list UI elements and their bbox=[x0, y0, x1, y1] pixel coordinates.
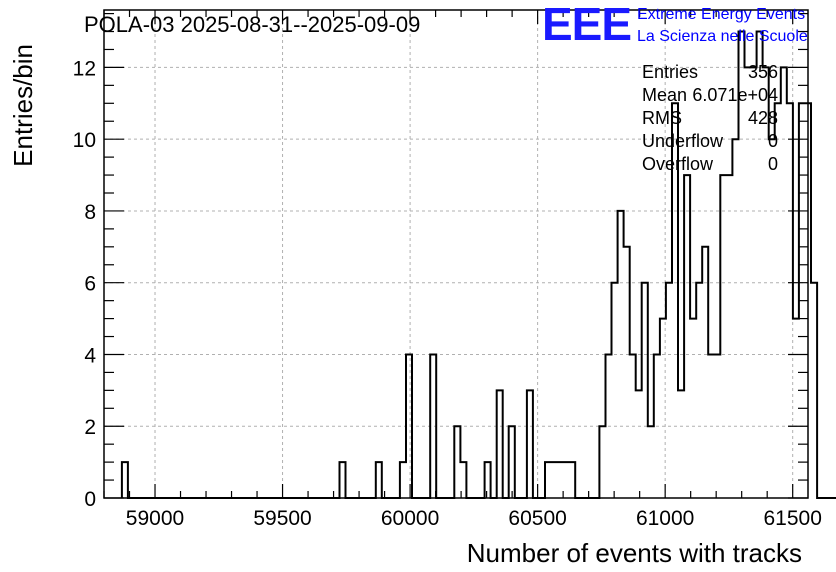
plot-frame bbox=[103, 9, 809, 499]
y-tick-label: 4 bbox=[84, 344, 96, 367]
histogram-bin bbox=[648, 426, 654, 498]
histogram-bin bbox=[726, 175, 732, 498]
stat-rms-label: RMS bbox=[642, 108, 682, 128]
x-tick-label: 59500 bbox=[253, 507, 311, 530]
y-tick-label: 10 bbox=[73, 129, 96, 152]
histogram-bin bbox=[678, 390, 684, 498]
x-tick-label: 61000 bbox=[636, 507, 694, 530]
y-tick-label: 8 bbox=[84, 201, 96, 224]
histogram-bin bbox=[557, 462, 563, 498]
histogram-bin bbox=[636, 390, 642, 498]
eee-logo-mark: EEE bbox=[542, 0, 631, 50]
x-tick-label: 59000 bbox=[126, 507, 184, 530]
stat-entries-label: Entries bbox=[642, 62, 698, 82]
x-tick-label: 60000 bbox=[381, 507, 439, 530]
stat-mean-value: 6.071e+04 bbox=[692, 85, 778, 105]
stat-overflow-value: 0 bbox=[768, 154, 778, 174]
stat-rms-value: 428 bbox=[748, 108, 778, 128]
y-tick-label: 0 bbox=[84, 488, 96, 511]
stats-box: Entries 356 Mean 6.071e+04 RMS 428 Under… bbox=[642, 62, 778, 174]
x-axis-title: Number of events with tracks bbox=[467, 538, 802, 568]
histogram-bin bbox=[732, 139, 738, 498]
histogram-bin bbox=[563, 462, 569, 498]
stat-entries-value: 356 bbox=[748, 62, 778, 82]
y-tick-label: 12 bbox=[73, 57, 96, 80]
logo-line-1: Extreme Energy Events bbox=[637, 6, 805, 23]
logo-line-2: La Scienza nelle Scuole bbox=[637, 28, 808, 45]
histogram-bin bbox=[690, 319, 696, 498]
stat-underflow-label: Underflow bbox=[642, 131, 724, 151]
stat-mean-label: Mean bbox=[642, 85, 687, 105]
histogram-bin bbox=[769, 139, 775, 498]
y-tick-label: 2 bbox=[84, 416, 96, 439]
tick-labels: 59000 59500 60000 60500 61000 61500 0 2 4 6 8 10 12 bbox=[73, 57, 822, 530]
stat-overflow-label: Overflow bbox=[642, 154, 714, 174]
x-tick-label: 61500 bbox=[763, 507, 821, 530]
chart-title: POLA-03 2025-08-31--2025-09-09 bbox=[84, 12, 420, 37]
stat-underflow-value: 0 bbox=[768, 131, 778, 151]
x-tick-label: 60500 bbox=[508, 507, 566, 530]
eee-logo: EEE Extreme Energy Events La Scienza nel… bbox=[542, 0, 808, 50]
axis-ticks bbox=[103, 10, 808, 499]
histogram-bin bbox=[551, 462, 557, 498]
y-tick-label: 6 bbox=[84, 273, 96, 296]
y-axis-title: Entries/bin bbox=[8, 44, 38, 167]
